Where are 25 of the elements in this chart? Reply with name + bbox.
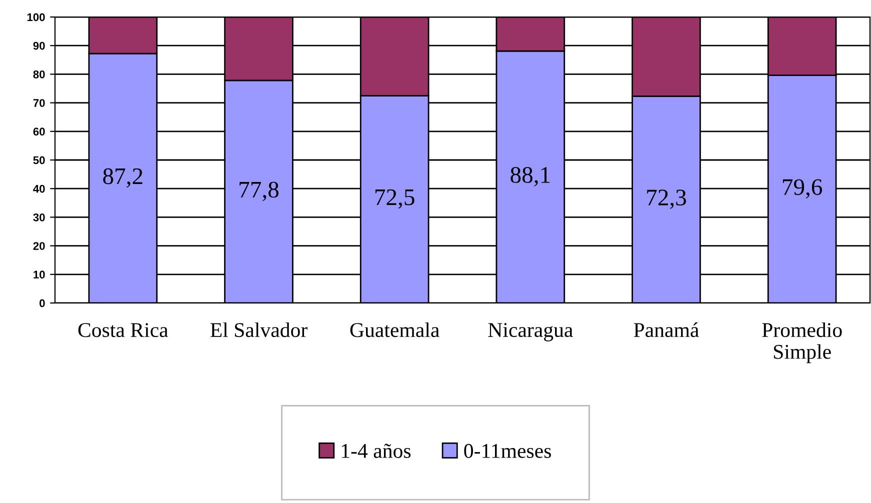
y-tick-label: 50 (33, 156, 45, 164)
y-tick-label: 60 (33, 128, 45, 136)
x-tick-label: Guatemala (350, 322, 440, 338)
x-tick-label: El Salvador (210, 322, 308, 338)
y-tick-label: 100 (27, 13, 45, 22)
data-label: 88,1 (510, 166, 550, 186)
x-tick-label: Costa Rica (78, 323, 168, 338)
y-tick-label: 20 (33, 242, 45, 250)
x-tick-label: Panamá (634, 322, 699, 338)
y-tick-label: 10 (34, 270, 45, 279)
x-tick-label: Promedio Simple (762, 322, 842, 364)
data-label: 77,8 (240, 182, 279, 202)
y-tick-label: 90 (33, 42, 45, 50)
x-tick-label: Nicaragua (488, 323, 573, 342)
y-tick-label: 30 (33, 213, 45, 222)
y-tick-label: 0 (40, 299, 45, 308)
data-label: 72,3 (647, 190, 686, 209)
data-label: 72,5 (375, 189, 414, 209)
y-tick-label: 70 (33, 99, 45, 107)
data-label: 87,2 (103, 168, 142, 188)
y-tick-label: 40 (33, 184, 45, 193)
legend-label: 0-11meses (464, 444, 551, 458)
data-label: 79,6 (782, 179, 822, 198)
y-tick-label: 80 (33, 70, 45, 78)
legend-label: 1-4 años (342, 444, 411, 458)
